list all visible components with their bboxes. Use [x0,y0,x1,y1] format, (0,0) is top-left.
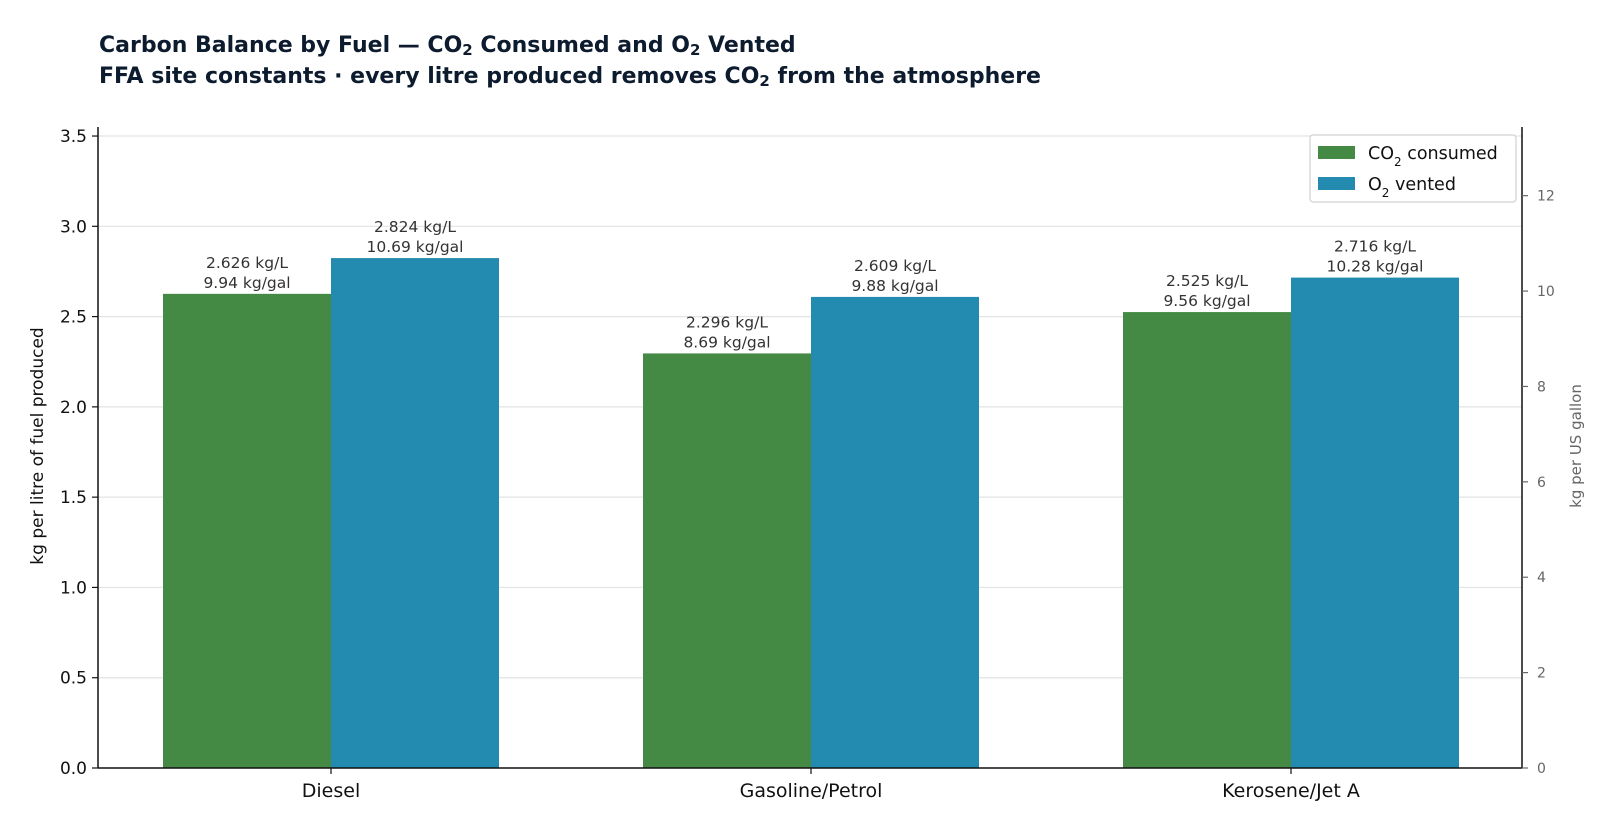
bar [163,293,331,768]
y-left-tick-label: 1.0 [60,578,87,598]
chart-title-line1: Carbon Balance by Fuel — CO2 Consumed an… [99,33,796,59]
y-left-tick-label: 3.0 [60,217,87,237]
bar [331,258,499,768]
bar-label-per-litre: 2.626 kg/L [206,254,288,272]
bar-label-per-gallon: 9.94 kg/gal [203,274,290,292]
legend-swatch [1318,146,1355,159]
x-tick-label: Kerosene/Jet A [1222,780,1360,802]
x-tick-label: Diesel [302,780,360,802]
bar-label-per-gallon: 8.69 kg/gal [683,333,770,351]
y-right-tick-label: 10 [1537,284,1555,300]
bar-label-per-litre: 2.824 kg/L [374,218,456,236]
y-axis-left-title: kg per litre of fuel produced [28,327,48,564]
bars [163,258,1459,768]
bar-label-per-gallon: 9.88 kg/gal [851,277,938,295]
chart-title: Carbon Balance by Fuel — CO2 Consumed an… [99,30,1041,92]
y-right-tick-label: 8 [1537,379,1546,395]
y-left-tick-label: 0.5 [60,669,87,689]
bar [811,296,979,768]
legend-box [1309,134,1517,203]
bar-label-per-litre: 2.296 kg/L [686,313,768,331]
bar-value-labels: 2.626 kg/L 9.94 kg/gal 2.296 kg/L 8.69 kg/g… [203,218,1423,351]
y-right-tick-label: 12 [1537,189,1555,205]
legend-label: CO2 consumed [1368,144,1498,169]
bar-label-per-gallon: 10.69 kg/gal [367,238,464,256]
legend: CO2 consumed O2 vented [1309,134,1517,203]
bar [1123,312,1291,768]
y-left-tick-label: 0.0 [60,759,87,779]
y-right-tick-label: 0 [1537,761,1546,777]
bar [1291,277,1459,768]
y-left-tick-label: 1.5 [60,488,87,508]
chart-subtitle: FFA site constants · every litre produce… [99,64,1041,90]
bar-label-per-litre: 2.716 kg/L [1334,238,1416,256]
y-axis-right-title: kg per US gallon [1567,384,1585,508]
y-left-tick-label: 3.5 [60,127,87,147]
bar-label-per-litre: 2.525 kg/L [1166,272,1248,290]
y-left-tick-label: 2.0 [60,398,87,418]
y-right-tick-label: 4 [1537,570,1546,586]
y-right-tick-label: 2 [1537,666,1546,682]
legend-label: O2 vented [1368,175,1456,200]
bar-label-per-gallon: 9.56 kg/gal [1163,292,1250,310]
legend-swatch [1318,177,1355,190]
y-right-tick-label: 6 [1537,475,1546,491]
x-tick-label: Gasoline/Petrol [740,780,883,802]
y-axis-left-ticks: 0.0 0.5 1.0 1.5 2.0 2.5 3.0 3.5 [60,127,98,779]
y-axis-right-ticks: 0 2 4 6 8 10 12 [1522,189,1555,777]
x-axis-ticks: Diesel Gasoline/Petrol Kerosene/Jet A [302,768,1360,802]
y-left-tick-label: 2.5 [60,308,87,328]
bar [643,353,811,768]
bar-label-per-gallon: 10.28 kg/gal [1327,258,1424,276]
bar-label-per-litre: 2.609 kg/L [854,257,936,275]
axes [97,127,1523,769]
